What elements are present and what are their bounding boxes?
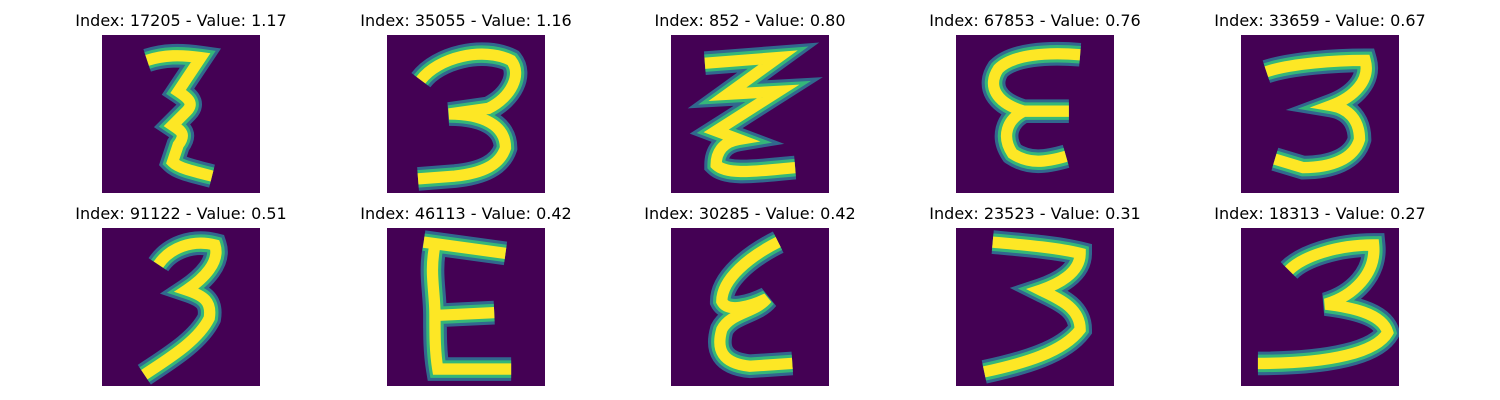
panel-title: Index: 46113 - Value: 0.42 — [360, 204, 572, 223]
panel-title: Index: 35055 - Value: 1.16 — [360, 11, 572, 30]
digit-stroke — [983, 236, 1086, 378]
digit-stroke — [416, 48, 522, 185]
digit-image — [102, 228, 260, 386]
panel-title: Index: 67853 - Value: 0.76 — [929, 11, 1141, 30]
panel-title: Index: 91122 - Value: 0.51 — [75, 204, 287, 223]
panel-title: Index: 23523 - Value: 0.31 — [929, 204, 1141, 223]
digit-stroke — [145, 50, 214, 182]
panel-title: Index: 852 - Value: 0.80 — [654, 11, 846, 30]
panel-title: Index: 17205 - Value: 1.17 — [75, 11, 287, 30]
digit-image — [1241, 35, 1399, 193]
panel-title: Index: 30285 - Value: 0.42 — [644, 204, 856, 223]
panel-title: Index: 33659 - Value: 0.67 — [1214, 11, 1426, 30]
digit-image — [671, 35, 829, 193]
digit-image — [956, 35, 1114, 193]
digit-image — [671, 228, 829, 386]
digit-image — [1241, 228, 1399, 386]
digit-image — [387, 228, 545, 386]
panel-title: Index: 18313 - Value: 0.27 — [1214, 204, 1426, 223]
digit-stroke — [422, 236, 512, 375]
digit-image — [956, 228, 1114, 386]
digit-stroke — [987, 48, 1081, 167]
digit-stroke — [141, 237, 222, 380]
digit-image — [387, 35, 545, 193]
digit-stroke — [1264, 54, 1372, 174]
digit-stroke — [703, 50, 800, 178]
digit-stroke — [1257, 239, 1394, 370]
digit-image — [102, 35, 260, 193]
digit-stroke — [714, 237, 793, 372]
